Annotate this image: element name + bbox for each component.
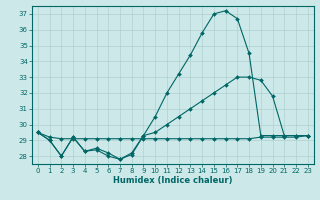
X-axis label: Humidex (Indice chaleur): Humidex (Indice chaleur) xyxy=(113,176,233,185)
